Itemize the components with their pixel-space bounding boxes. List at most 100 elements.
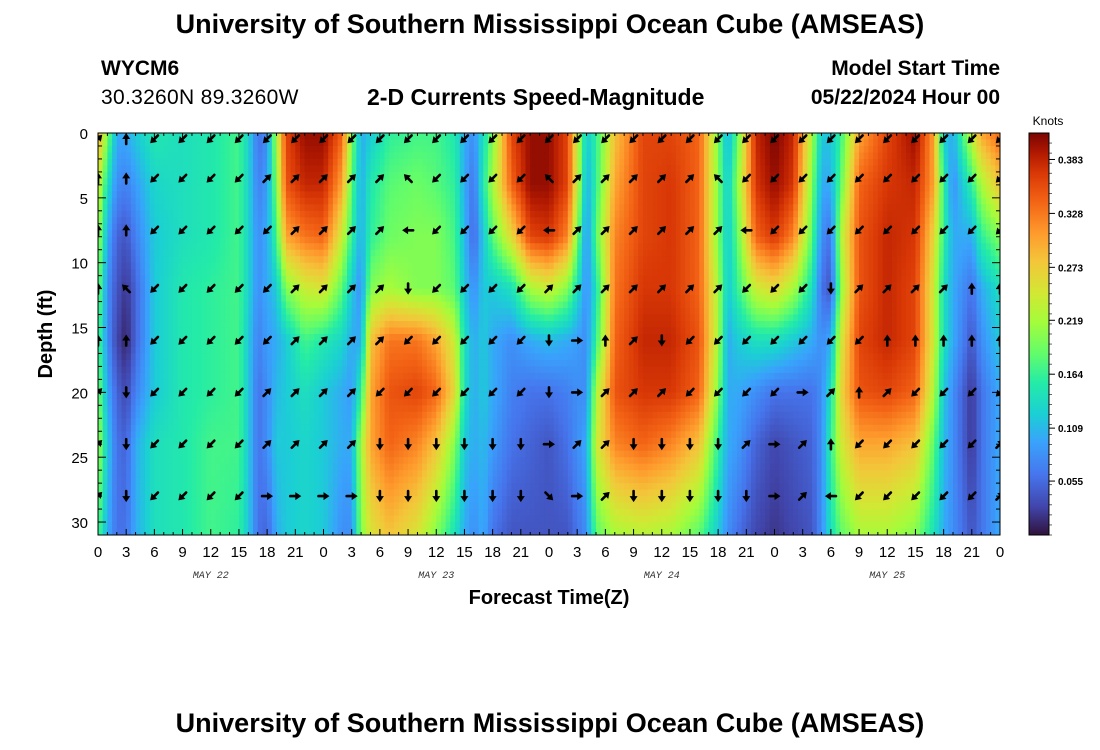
heatmap-cell [440, 133, 447, 141]
heatmap-cell [473, 243, 480, 251]
heatmap-cell [253, 230, 259, 238]
heatmap-cell [276, 165, 282, 173]
heatmap-cell [271, 353, 278, 361]
heatmap-cell [187, 411, 193, 419]
heatmap-cell [412, 230, 419, 238]
heatmap-cell [356, 515, 362, 523]
heatmap-cell [450, 411, 456, 419]
heatmap-cell [440, 418, 447, 426]
heatmap-cell [356, 366, 362, 374]
heatmap-cell [126, 437, 132, 445]
heatmap-cell [154, 457, 160, 465]
heatmap-cell [403, 191, 409, 199]
heatmap-cell [248, 139, 254, 147]
heatmap-cell [116, 295, 123, 303]
heatmap-cell [417, 515, 423, 523]
heatmap-cell [177, 528, 184, 535]
heatmap-cell [182, 321, 188, 329]
heatmap-cell [422, 470, 428, 478]
heatmap-cell [224, 392, 231, 400]
heatmap-cell [431, 483, 437, 491]
heatmap-cell [159, 509, 165, 517]
heatmap-cell [403, 158, 409, 167]
heatmap-cell [436, 496, 442, 504]
heatmap-cell [384, 145, 390, 154]
heatmap-cell [426, 295, 433, 303]
heatmap-cell [455, 418, 461, 426]
heatmap-cell [365, 366, 372, 374]
heatmap-cell [431, 191, 437, 199]
heatmap-cell [206, 346, 212, 355]
heatmap-cell [238, 372, 245, 380]
heatmap-cell [271, 243, 278, 251]
heatmap-cell [130, 483, 137, 491]
heatmap-cell [332, 476, 339, 484]
heatmap-cell [285, 275, 292, 283]
heatmap-cell [126, 411, 132, 419]
heatmap-cell [206, 282, 212, 290]
heatmap-cell [173, 431, 179, 439]
heatmap-cell [384, 392, 390, 400]
heatmap-cell [98, 249, 104, 257]
heatmap-cell [375, 463, 381, 471]
heatmap-cell [196, 353, 202, 361]
heatmap-cell [323, 366, 329, 374]
heatmap-cell [304, 502, 311, 510]
heatmap-cell [173, 288, 179, 296]
model-start-label: Model Start Time [831, 57, 1000, 80]
heatmap-cell [384, 431, 390, 439]
heatmap-cell [163, 398, 170, 406]
heatmap-cell [229, 476, 235, 484]
heatmap-cell [98, 405, 104, 413]
heatmap-cell [281, 223, 287, 231]
heatmap-cell [304, 158, 311, 167]
heatmap-cell [130, 139, 137, 147]
heatmap-cell [342, 184, 348, 192]
heatmap-cell [253, 398, 259, 406]
heatmap-cell [201, 379, 207, 387]
heatmap-cell [445, 184, 451, 192]
heatmap-cell [290, 236, 296, 244]
heatmap-cell [295, 509, 301, 517]
heatmap-cell [393, 165, 400, 173]
heatmap-cell [314, 191, 320, 199]
heatmap-cell [332, 217, 339, 225]
heatmap-cell [295, 359, 301, 368]
heatmap-cell [309, 210, 315, 218]
heatmap-cell [98, 152, 104, 160]
heatmap-cell [210, 379, 217, 387]
heatmap-cell [271, 476, 278, 484]
heatmap-cell [168, 392, 174, 400]
heatmap-cell [140, 353, 146, 361]
heatmap-cell [238, 327, 245, 335]
heatmap-cell [116, 444, 123, 452]
heatmap-cell [417, 489, 423, 497]
heatmap-cell [328, 398, 334, 406]
heatmap-cell [398, 346, 404, 355]
heatmap-cell [229, 502, 235, 510]
heatmap-cell [206, 184, 212, 192]
heatmap-cell [173, 256, 179, 264]
heatmap-cell [295, 158, 301, 167]
heatmap-cell [342, 385, 348, 393]
heatmap-cell [403, 236, 409, 244]
heatmap-cell [304, 184, 311, 192]
heatmap-cell [422, 489, 428, 497]
heatmap-cell [281, 197, 287, 205]
heatmap-cell [309, 256, 315, 264]
heatmap-cell [262, 243, 268, 251]
heatmap-cell [196, 334, 202, 342]
heatmap-cell [314, 346, 320, 355]
heatmap-cell [271, 444, 278, 452]
heatmap-cell [243, 321, 249, 329]
heatmap-cell [436, 372, 442, 380]
heatmap-cell [445, 515, 451, 523]
heatmap-cell [450, 444, 456, 452]
heatmap-cell [309, 359, 315, 368]
heatmap-cell [328, 528, 334, 535]
heatmap-cell [276, 256, 282, 264]
heatmap-cell [215, 217, 221, 225]
heatmap-cell [361, 158, 367, 167]
heatmap-cell [323, 321, 329, 329]
heatmap-cell [393, 314, 400, 322]
